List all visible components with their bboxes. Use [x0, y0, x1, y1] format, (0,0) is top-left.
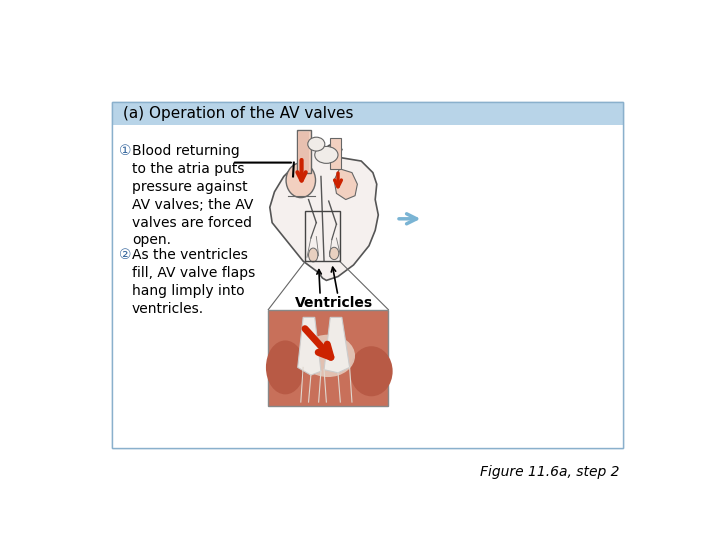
Bar — [112, 102, 624, 125]
Ellipse shape — [266, 340, 305, 394]
PathPatch shape — [270, 138, 378, 280]
Bar — [299, 132, 310, 171]
Text: Ventricles: Ventricles — [295, 296, 373, 310]
Ellipse shape — [350, 346, 392, 396]
Ellipse shape — [286, 163, 315, 198]
Polygon shape — [334, 168, 357, 200]
Ellipse shape — [330, 247, 339, 260]
Text: Figure 11.6a, step 2: Figure 11.6a, step 2 — [480, 465, 619, 479]
Polygon shape — [297, 318, 321, 375]
Bar — [112, 125, 624, 448]
Text: (a) Operation of the AV valves: (a) Operation of the AV valves — [122, 106, 353, 121]
Text: ①: ① — [120, 144, 132, 158]
Text: As the ventricles
fill, AV valve flaps
hang limply into
ventricles.: As the ventricles fill, AV valve flaps h… — [132, 248, 255, 315]
Ellipse shape — [315, 146, 338, 164]
Ellipse shape — [309, 248, 318, 262]
Bar — [330, 138, 341, 169]
Text: Blood returning
to the atria puts
pressure against
AV valves; the AV
valves are : Blood returning to the atria puts pressu… — [132, 144, 253, 247]
Bar — [112, 102, 624, 448]
Text: ②: ② — [120, 248, 132, 262]
Bar — [112, 102, 624, 448]
Bar — [297, 130, 311, 173]
Bar — [269, 309, 388, 406]
Ellipse shape — [307, 137, 325, 151]
Bar — [305, 211, 340, 261]
Ellipse shape — [301, 335, 355, 377]
Polygon shape — [324, 318, 350, 373]
